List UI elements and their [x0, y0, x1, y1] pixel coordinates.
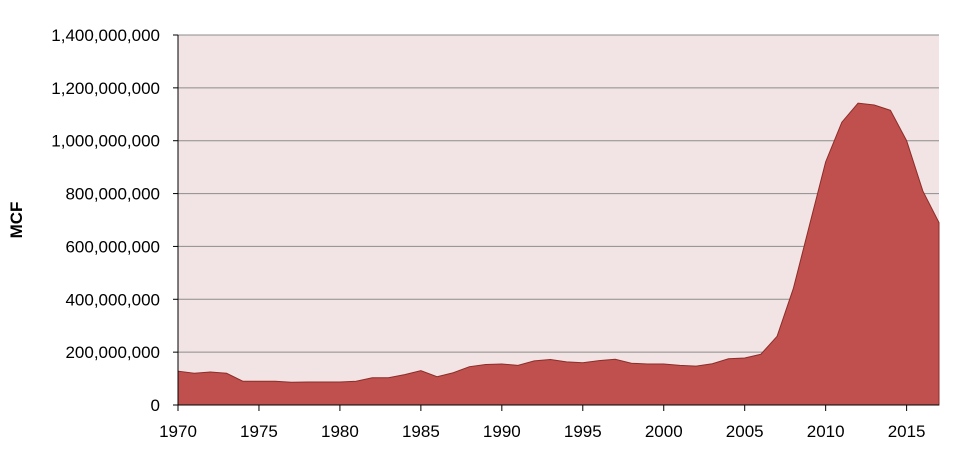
x-tick-label: 2005 — [726, 422, 764, 441]
y-tick-labels: 0 200,000,000 400,000,000 600,000,000 800,00… — [51, 26, 160, 415]
x-tick-label: 2010 — [807, 422, 845, 441]
y-tick-label: 1,200,000,000 — [51, 79, 160, 98]
y-tick-label: 200,000,000 — [65, 343, 160, 362]
y-axis-label: MCF — [7, 202, 26, 239]
x-tick-labels: 1970 1975 1980 1985 1990 1995 2000 2005 2010 2015 — [159, 422, 925, 441]
y-tick-label: 600,000,000 — [65, 237, 160, 256]
area-series — [177, 102, 940, 406]
y-tick-label: 0 — [151, 396, 160, 415]
x-tick-label: 1995 — [564, 422, 602, 441]
x-tick-label: 1980 — [321, 422, 359, 441]
x-tick-label: 1985 — [402, 422, 440, 441]
y-tick-label: 1,400,000,000 — [51, 26, 160, 45]
axes — [173, 34, 939, 411]
y-tick-label: 400,000,000 — [65, 290, 160, 309]
x-tick-label: 2015 — [888, 422, 926, 441]
x-tick-label: 1970 — [159, 422, 197, 441]
x-tick-label: 1975 — [240, 422, 278, 441]
y-tick-label: 800,000,000 — [65, 185, 160, 204]
gridlines — [178, 34, 939, 353]
x-tick-label: 1990 — [483, 422, 521, 441]
x-tick-label: 2000 — [645, 422, 683, 441]
y-tick-label: 1,000,000,000 — [51, 132, 160, 151]
